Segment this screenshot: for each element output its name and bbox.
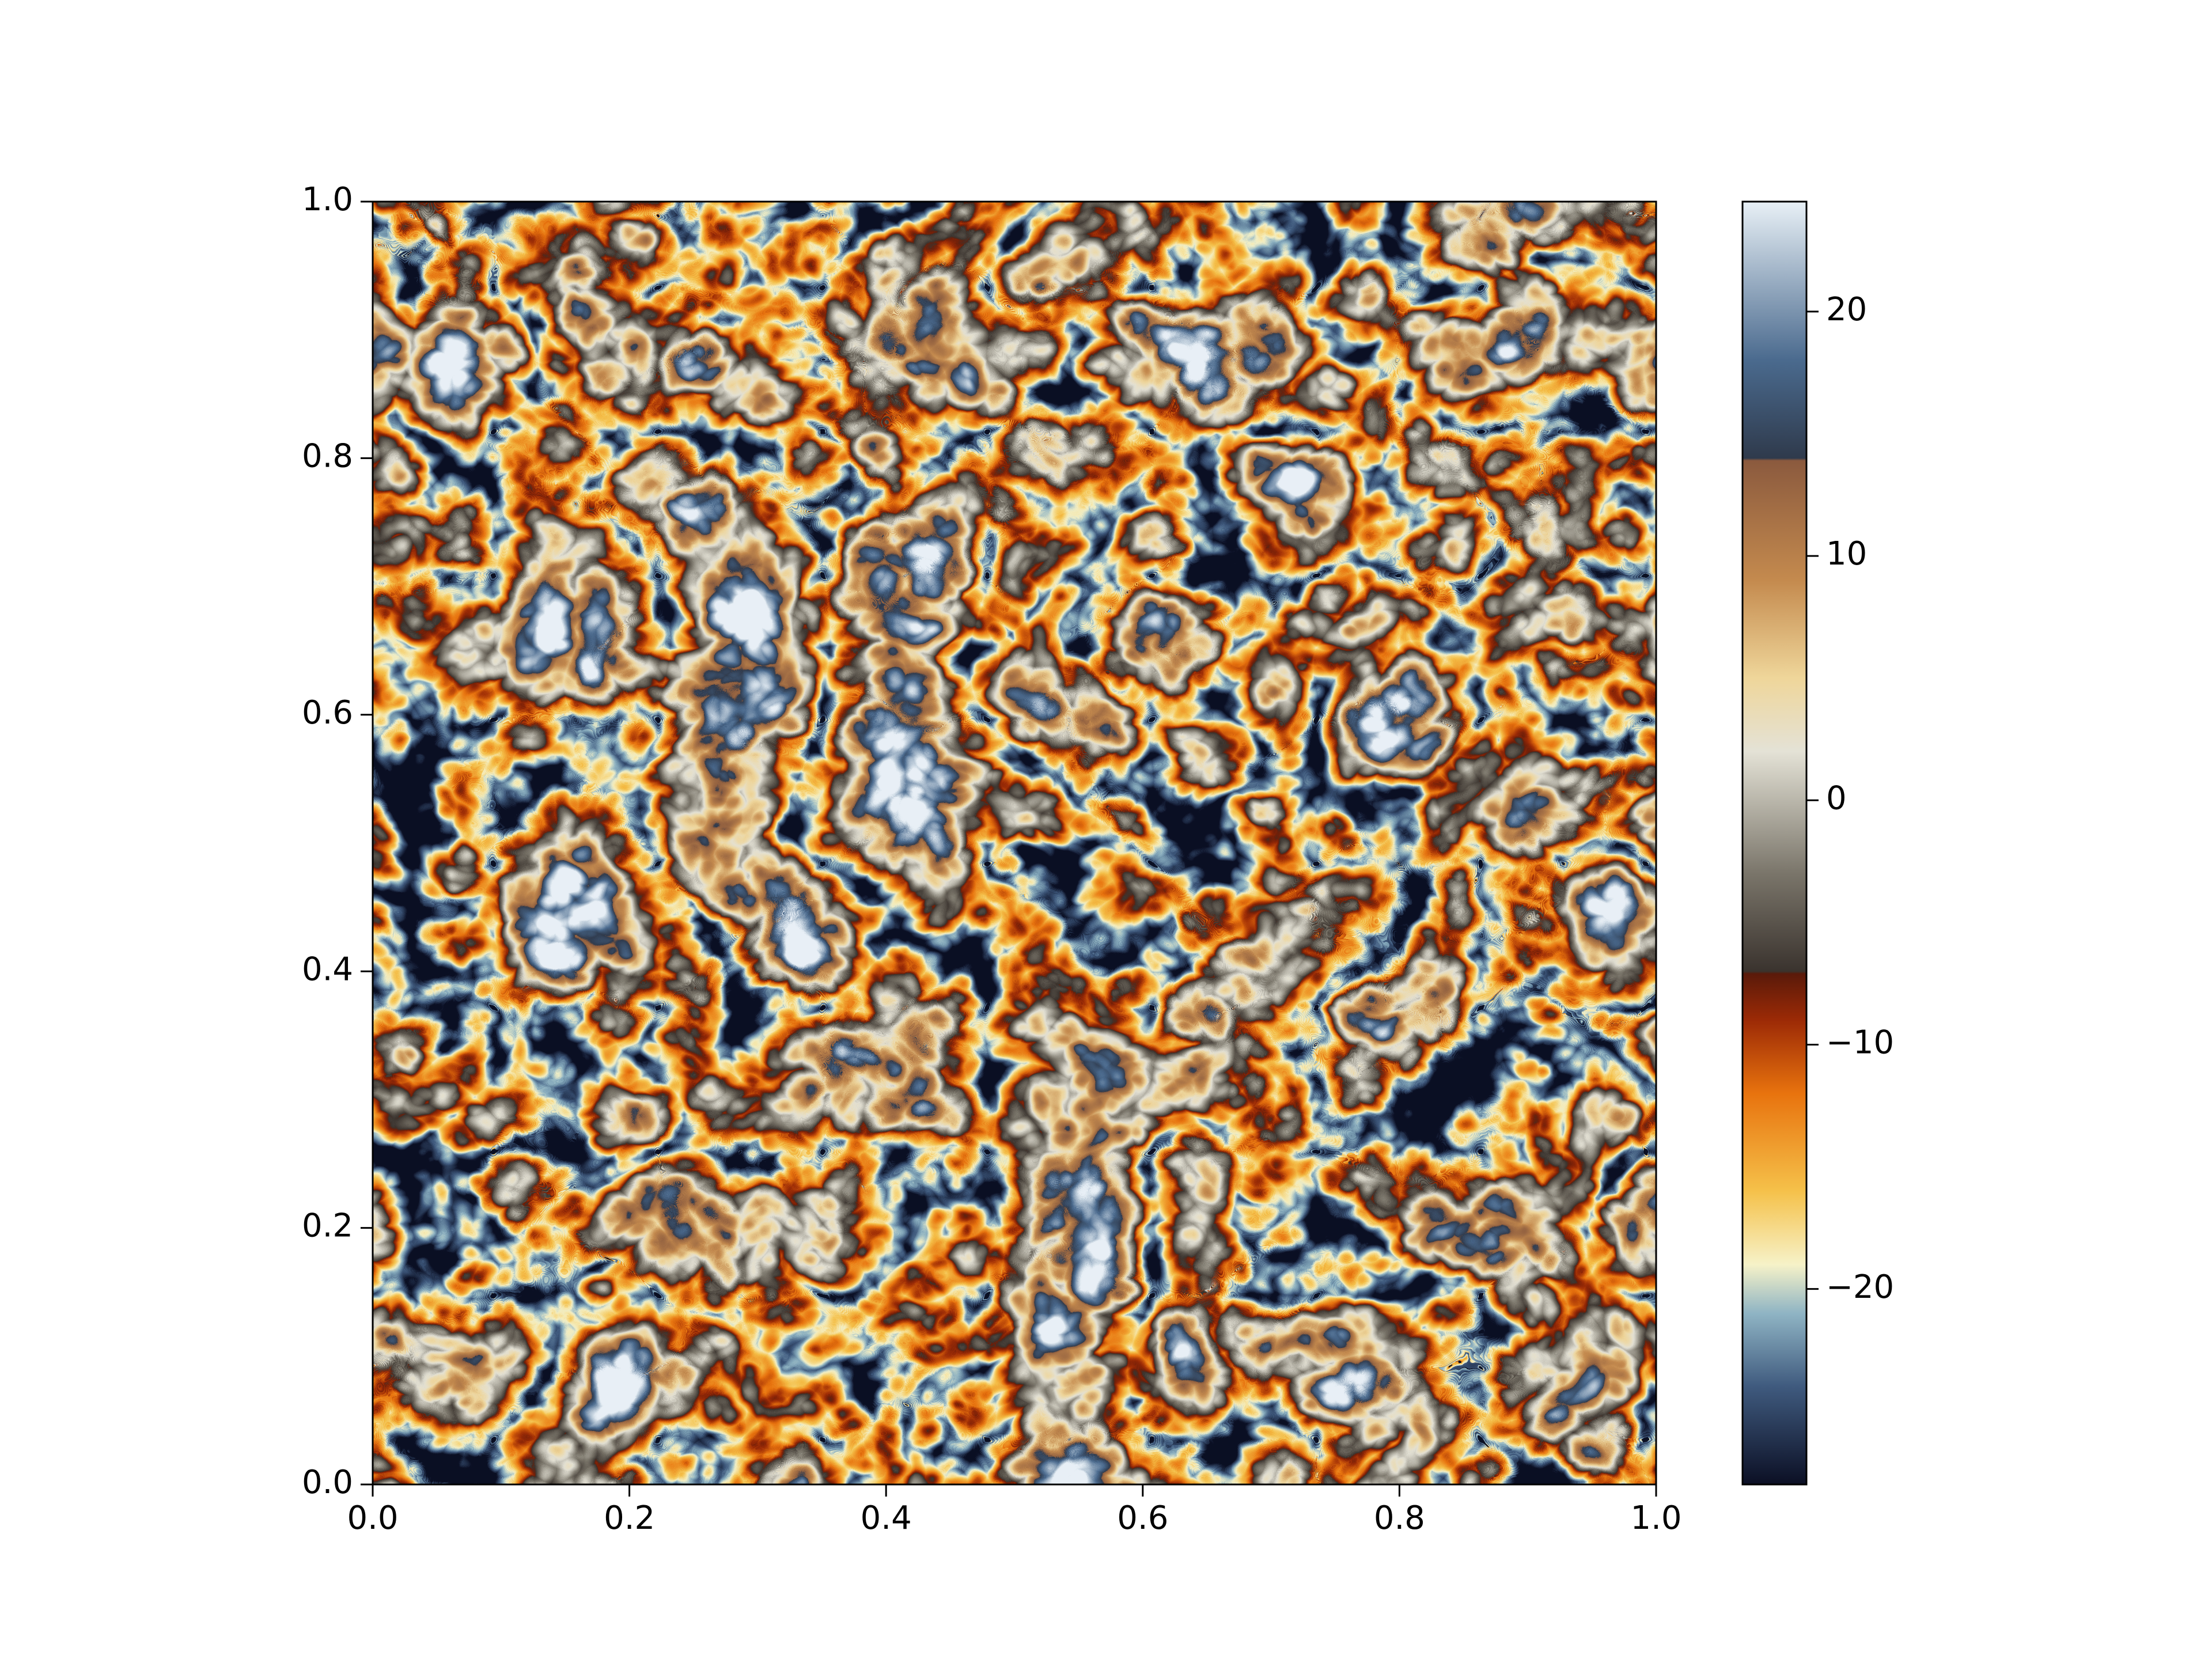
colorbar-tick-label: 20 bbox=[1826, 291, 1867, 328]
y-tick-label: 0.4 bbox=[302, 950, 353, 988]
y-tick-label: 0.2 bbox=[302, 1207, 353, 1245]
y-tick-label: 0.8 bbox=[302, 438, 353, 475]
axes-frame bbox=[372, 200, 1657, 1486]
colorbar bbox=[1741, 200, 1808, 1486]
x-tick-label: 0.2 bbox=[604, 1499, 655, 1537]
x-tick-label: 0.4 bbox=[861, 1499, 912, 1537]
y-tick-label: 0.0 bbox=[302, 1464, 353, 1501]
y-tick-label: 1.0 bbox=[302, 181, 353, 218]
colorbar-tick-label: 10 bbox=[1826, 535, 1867, 573]
colorbar-tick-label: −10 bbox=[1826, 1024, 1894, 1062]
y-tick-label: 0.6 bbox=[302, 694, 353, 732]
colorbar-tick-label: 0 bbox=[1826, 779, 1847, 817]
vorticity-field bbox=[373, 202, 1656, 1484]
x-tick-label: 0.6 bbox=[1117, 1499, 1168, 1537]
x-tick-label: 0.0 bbox=[347, 1499, 398, 1537]
colorbar-tick-label: −20 bbox=[1826, 1268, 1894, 1306]
x-tick-label: 1.0 bbox=[1630, 1499, 1681, 1537]
x-tick-label: 0.8 bbox=[1374, 1499, 1425, 1537]
